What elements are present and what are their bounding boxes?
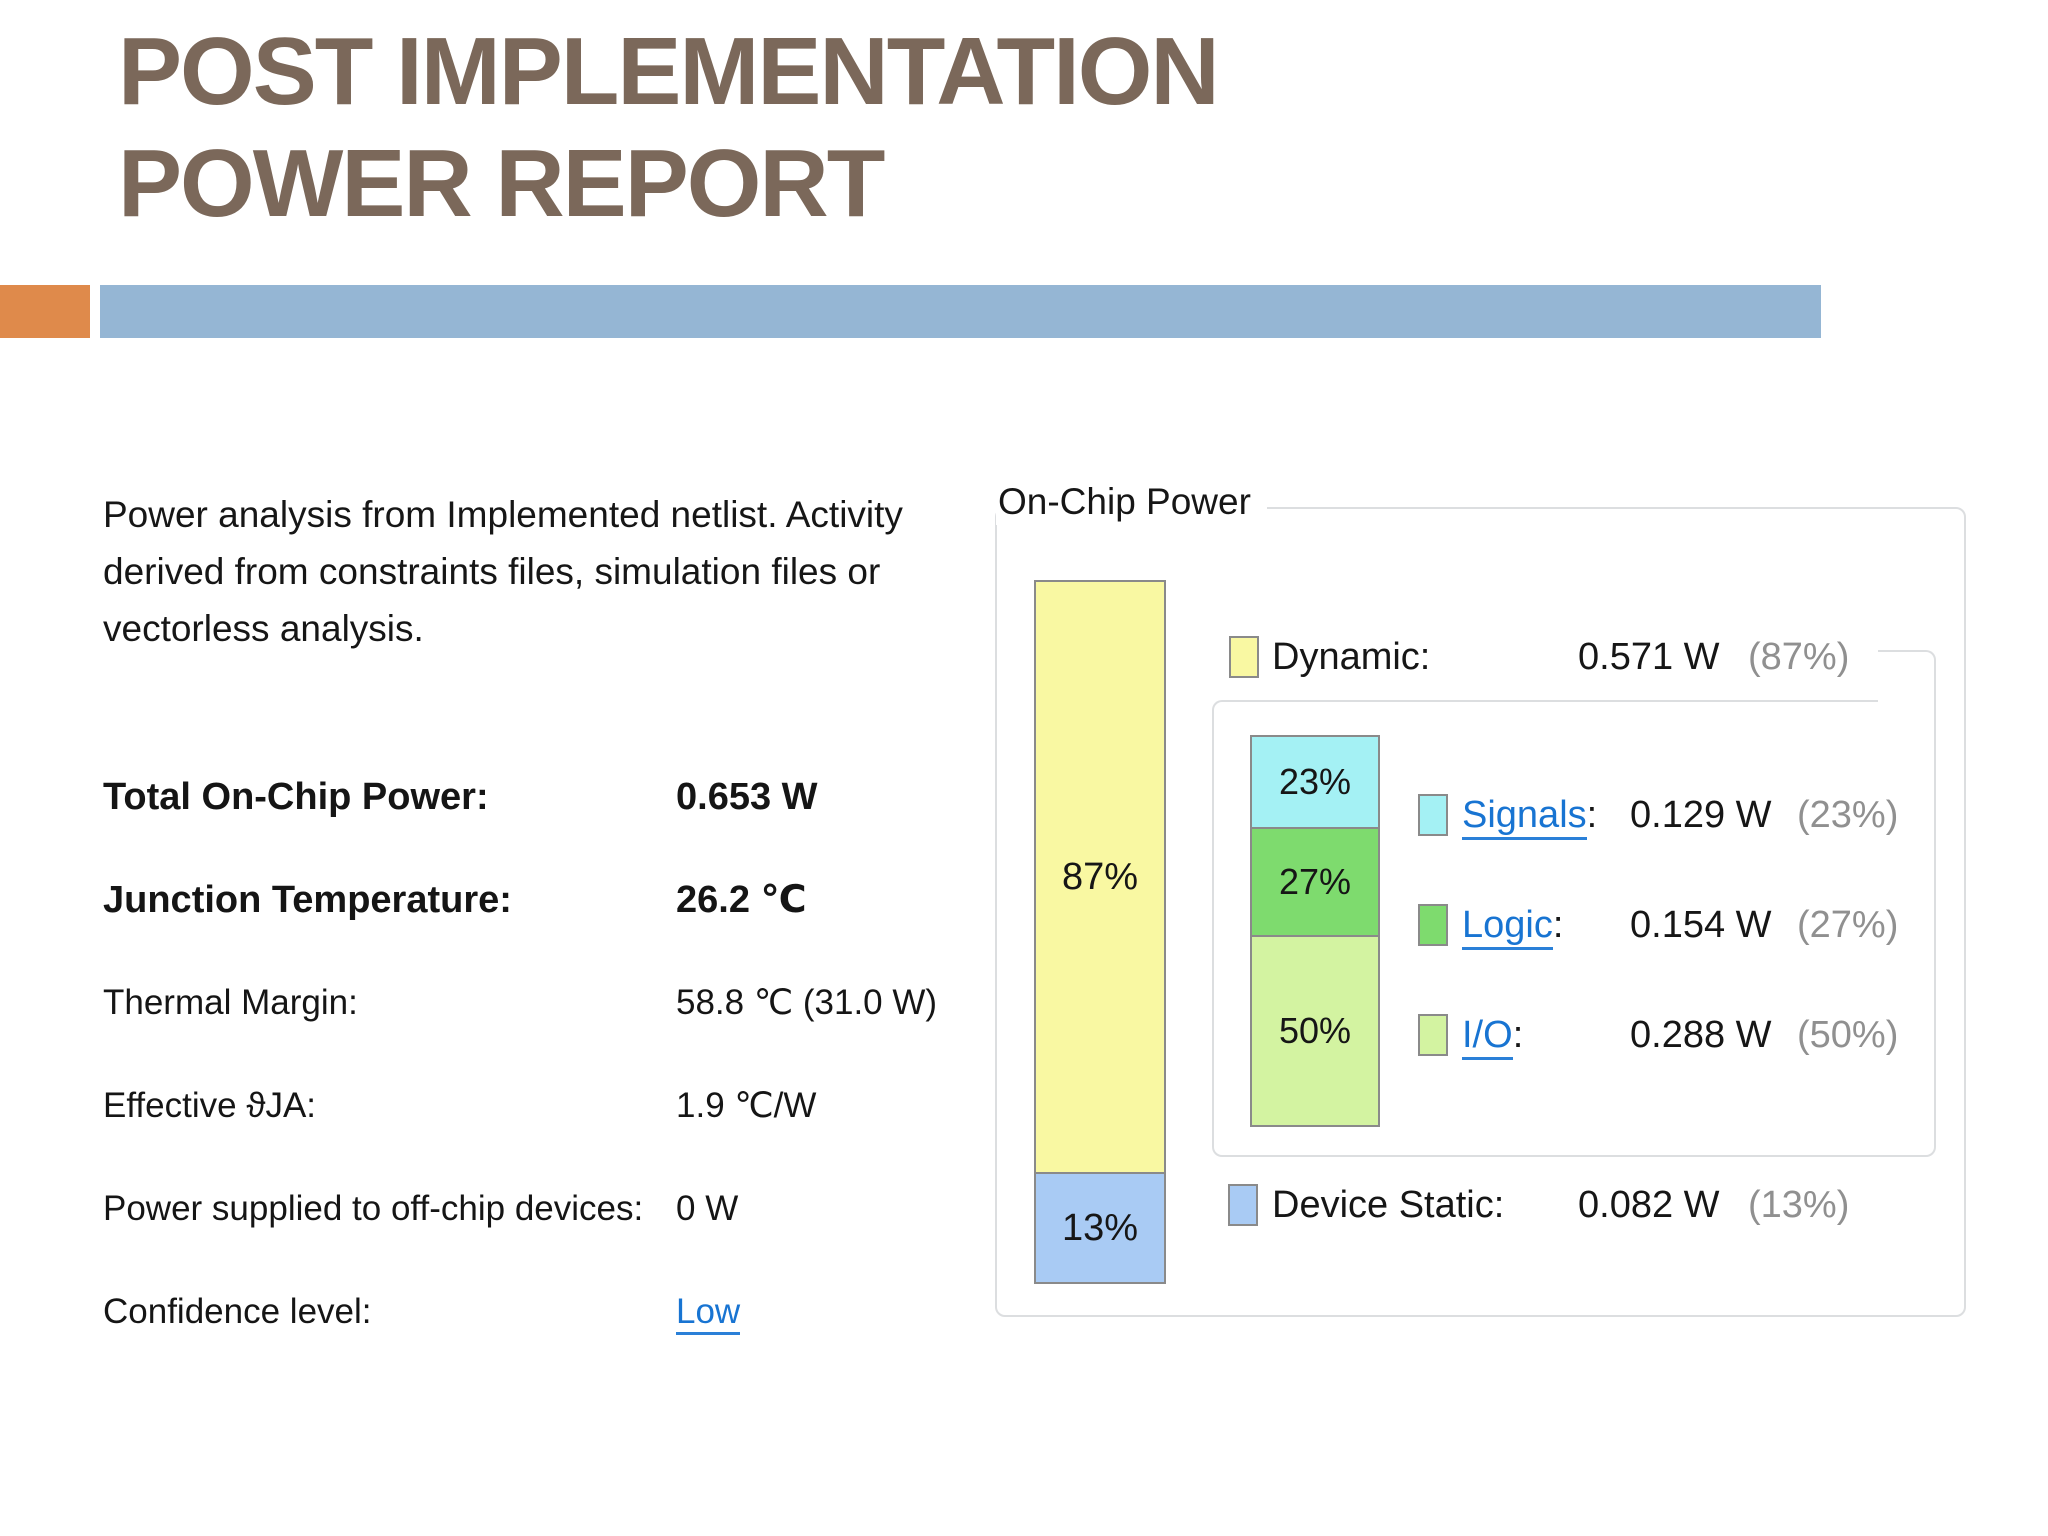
metric-label: Effective ϑJA: bbox=[103, 1086, 317, 1125]
device-static-label: Device Static: bbox=[1272, 1184, 1505, 1226]
logic-percent: (27%) bbox=[1797, 904, 1899, 946]
dynamic-percent-label: 87% bbox=[1061, 855, 1139, 898]
io-link[interactable]: I/O bbox=[1462, 1014, 1513, 1060]
metric-row-off-chip-power: Power supplied to off-chip devices: 0 W bbox=[0, 1184, 1000, 1234]
metric-row-junction-temperature: Junction Temperature: 26.2 ℃ bbox=[0, 875, 1000, 925]
metric-label: Junction Temperature: bbox=[103, 879, 512, 921]
metric-label: Thermal Margin: bbox=[103, 983, 358, 1022]
metric-row-confidence-level: Confidence level: Low bbox=[0, 1287, 1000, 1337]
static-percent-label: 13% bbox=[1061, 1206, 1139, 1249]
metric-value: 26.2 ℃ bbox=[676, 879, 807, 921]
metric-label: Confidence level: bbox=[103, 1292, 372, 1331]
intro-line1: Power analysis from Implemented netlist.… bbox=[103, 494, 903, 535]
logic-value: 0.154 W bbox=[1630, 904, 1772, 946]
dynamic-row: Dynamic: 0.571 W (87%) bbox=[0, 634, 2048, 680]
dynamic-group-frame-left bbox=[1212, 700, 1878, 1157]
logic-swatch-icon bbox=[1418, 904, 1448, 946]
signals-value: 0.129 W bbox=[1630, 794, 1772, 836]
dynamic-swatch-icon bbox=[1229, 636, 1259, 678]
power-bar-dynamic-segment: 87% bbox=[1036, 582, 1164, 1172]
metric-row-effective-theta-ja: Effective ϑJA: 1.9 ℃/W bbox=[0, 1081, 1000, 1131]
intro-line3: vectorless analysis. bbox=[103, 608, 424, 649]
page-title-line2: POWER REPORT bbox=[118, 130, 885, 237]
logic-percent-label: 27% bbox=[1278, 861, 1352, 902]
logic-row: Logic: 0.154 W (27%) bbox=[0, 902, 2048, 950]
intro-line2: derived from constraints files, simulati… bbox=[103, 551, 881, 592]
io-percent-label: 50% bbox=[1278, 1010, 1352, 1051]
metric-value: 58.8 ℃ (31.0 W) bbox=[676, 983, 938, 1022]
io-percent: (50%) bbox=[1797, 1014, 1899, 1056]
device-static-row: Device Static: 0.082 W (13%) bbox=[0, 1182, 2048, 1228]
on-chip-power-groupbox bbox=[995, 507, 1966, 1317]
signals-percent: (23%) bbox=[1797, 794, 1899, 836]
breakdown-signals-segment: 23% bbox=[1252, 737, 1378, 827]
metric-label: Power supplied to off-chip devices: bbox=[103, 1189, 644, 1228]
io-swatch-icon bbox=[1418, 1014, 1448, 1056]
metric-value: 0.653 W bbox=[676, 776, 818, 818]
io-colon: : bbox=[1512, 1014, 1524, 1056]
power-bar-static-segment: 13% bbox=[1036, 1172, 1164, 1282]
metric-row-thermal-margin: Thermal Margin: 58.8 ℃ (31.0 W) bbox=[0, 978, 1000, 1028]
device-static-swatch-icon bbox=[1228, 1184, 1258, 1226]
page-title-line1: POST IMPLEMENTATION bbox=[118, 18, 1220, 125]
page-title: POST IMPLEMENTATION POWER REPORT bbox=[118, 16, 1220, 240]
logic-link[interactable]: Logic bbox=[1462, 904, 1553, 950]
io-row: I/O: 0.288 W (50%) bbox=[0, 1012, 2048, 1060]
on-chip-power-title: On-Chip Power bbox=[996, 479, 1267, 525]
dynamic-percent: (87%) bbox=[1748, 636, 1850, 678]
metric-value: 1.9 ℃/W bbox=[676, 1086, 817, 1125]
metric-label: Total On-Chip Power: bbox=[103, 776, 489, 818]
signals-row: Signals: 0.129 W (23%) bbox=[0, 792, 2048, 840]
device-static-value: 0.082 W bbox=[1578, 1184, 1720, 1226]
signals-swatch-icon bbox=[1418, 794, 1448, 836]
device-static-percent: (13%) bbox=[1748, 1184, 1850, 1226]
orange-accent-bar bbox=[0, 285, 90, 338]
io-value: 0.288 W bbox=[1630, 1014, 1772, 1056]
power-bar: 87% 13% bbox=[1034, 580, 1166, 1284]
intro-paragraph: Power analysis from Implemented netlist.… bbox=[103, 486, 903, 657]
signals-link[interactable]: Signals bbox=[1462, 794, 1587, 840]
dynamic-group-frame-right bbox=[1878, 650, 1936, 1157]
breakdown-logic-segment: 27% bbox=[1252, 827, 1378, 935]
dynamic-breakdown-bar: 23% 27% 50% bbox=[1250, 735, 1380, 1127]
metric-value: 0 W bbox=[676, 1189, 739, 1228]
blue-accent-bar bbox=[100, 285, 1821, 338]
metric-row-total-power: Total On-Chip Power: 0.653 W bbox=[0, 772, 1000, 822]
logic-colon: : bbox=[1552, 904, 1564, 946]
confidence-level-link[interactable]: Low bbox=[676, 1292, 741, 1335]
signals-colon: : bbox=[1586, 794, 1598, 836]
dynamic-value: 0.571 W bbox=[1578, 636, 1720, 678]
signals-percent-label: 23% bbox=[1278, 761, 1352, 802]
dynamic-label: Dynamic: bbox=[1272, 636, 1431, 678]
breakdown-io-segment: 50% bbox=[1252, 935, 1378, 1125]
